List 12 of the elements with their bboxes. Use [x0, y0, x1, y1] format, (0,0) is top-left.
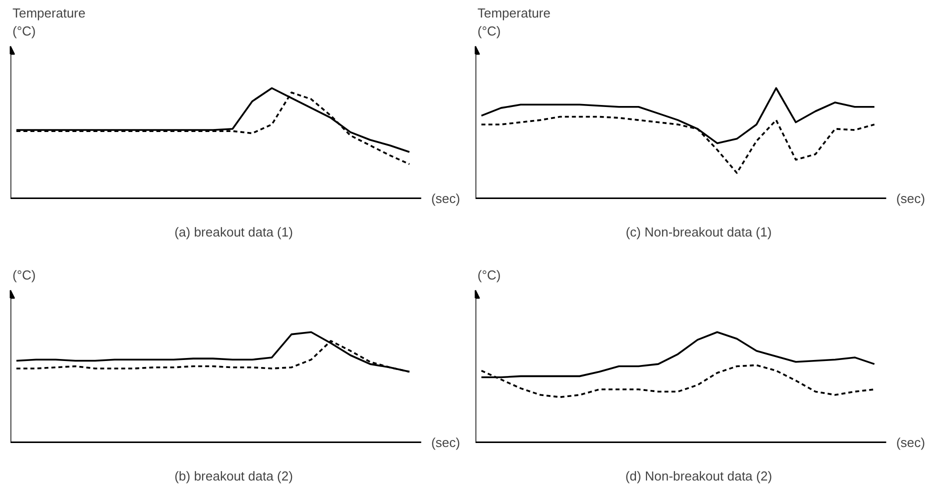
y-axis-title: (°C) [12, 267, 36, 282]
x-axis-title: (sec) [431, 190, 460, 206]
text: (a) breakout data (1) [174, 224, 293, 240]
text: (c) Non-breakout data (1) [626, 224, 772, 240]
y-axis-title: (°C) [478, 267, 501, 282]
text: (d) Non-breakout data (2) [625, 468, 772, 484]
y-axis-title: Temperature (°C) [12, 5, 86, 38]
y-axis-title: Temperature (°C) [478, 5, 550, 38]
x-axis-title: (sec) [431, 434, 460, 450]
x-axis-title: (sec) [896, 190, 926, 206]
x-axis-title: (sec) [896, 434, 926, 450]
text: (b) breakout data (2) [174, 468, 293, 484]
